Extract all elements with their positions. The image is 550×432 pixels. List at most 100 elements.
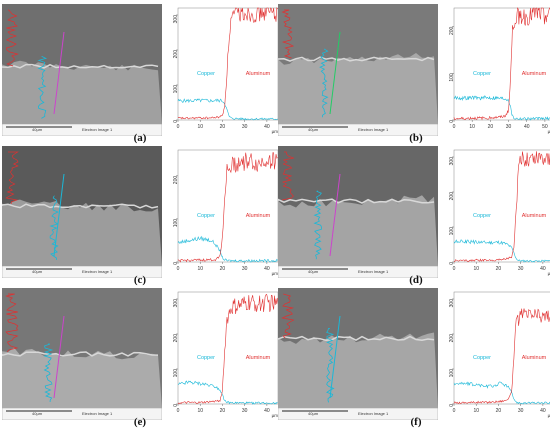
x-tick-label: 20 [220,124,226,130]
y-tick-label: 0 [449,262,455,265]
aluminum-overlay-trace [281,293,295,339]
x-tick-label: 30 [518,266,524,272]
aluminum-overlay-trace [281,151,295,201]
panel-label: (d) [409,274,423,286]
sem-image-svg [278,288,438,408]
scale-bar-svg [2,124,162,136]
series-line-copper [177,98,278,121]
series-label-aluminum: Aluminum [522,71,547,77]
scan-line [53,315,65,399]
scale-bar-strip: 40µm Electron Image 1 [2,266,162,278]
sem-image-svg [278,146,438,266]
y-tick-label: 0 [449,120,455,123]
scale-bar-label: 40µm [308,411,319,416]
series-line-copper [453,381,550,405]
aluminum-region [2,347,162,408]
scan-line [329,31,341,115]
x-tick-label: 20 [496,266,502,272]
x-tick-label: 0 [177,408,180,414]
copper-overlay-trace [43,343,54,403]
aluminum-region [278,53,438,124]
plot-area [177,7,279,121]
x-unit-label: µm [272,129,279,134]
electron-image-label: Electron Image 1 [358,127,389,132]
x-tick-label: 30 [506,124,512,130]
x-tick-label: 40 [524,124,530,130]
panel-label: (a) [133,132,147,144]
chart-svg: 0 100 200 0 10 20 30 40µm Copper Aluminum [173,149,279,276]
panel-label: (e) [133,416,147,428]
x-tick-label: 0 [453,408,456,414]
x-unit-label: µm [548,129,550,134]
series-line-aluminum [453,308,550,404]
y-tick-label: 300 [173,299,179,308]
x-tick-label: 0 [453,124,456,130]
scale-bar-label: 40µm [32,127,43,132]
sem-micrograph [2,146,162,266]
scale-bar-label: 40µm [32,269,43,274]
y-tick-label: 100 [173,85,179,94]
sem-micrograph [278,146,438,266]
scale-bar-label: 40µm [308,127,319,132]
chart-svg: 0 100 200 300 0 10 20 30 40µm Copper Aluminum [449,149,550,276]
scale-bar-strip: 40µm Electron Image 1 [2,124,162,136]
eds-line-scan-chart: 0 100 200 300 0 10 20 30 40µm Copper Aluminum [446,146,550,276]
plot-area [453,149,550,263]
y-tick-label: 300 [173,15,179,24]
y-tick-label: 0 [173,262,179,265]
scale-bar-strip: 40µm Electron Image 1 [278,266,438,278]
electron-image-label: Electron Image 1 [82,127,113,132]
scale-bar-strip: 40µm Electron Image 1 [278,124,438,136]
scan-line [53,31,65,115]
figure-panel: 40µm Electron Image 1 0 100 200 300 0 10 20 30 40 µ… [2,4,279,146]
interface-band [278,56,435,62]
sem-micrograph [278,288,438,408]
x-tick-label: 0 [453,266,456,272]
x-tick-label: 0 [177,266,180,272]
aluminum-overlay-trace [5,9,19,67]
interface-band [2,351,159,357]
figure-panel: 40µm Electron Image 1 0 100 200 0 10 20 30 40 µm Co… [2,146,279,288]
x-tick-label: 50 [542,124,548,130]
electron-image-label: Electron Image 1 [358,269,389,274]
scale-bar-svg [278,124,438,136]
y-tick-label: 100 [449,227,455,236]
y-tick-label: 200 [449,334,455,343]
y-tick-label: 0 [449,404,455,407]
x-tick-label: 10 [197,408,203,414]
plot-area [177,291,279,405]
copper-overlay-trace [313,190,322,260]
scale-bar-label: 40µm [32,411,43,416]
figure-panel: 40µm Electron Image 1 0 100 200 0 10 20 30 40 50µm… [278,4,550,146]
x-tick-label: 40 [264,124,270,130]
aluminum-region [278,332,438,408]
series-line-aluminum [454,151,550,262]
plot-area [453,291,550,405]
scale-bar-label: 40µm [308,269,319,274]
x-tick-label: 30 [242,408,248,414]
x-unit-label: µm [548,271,550,276]
series-label-aluminum: Aluminum [246,71,271,77]
scale-bar-svg [2,408,162,420]
x-tick-label: 40 [264,266,270,272]
figure-panel: 40µm Electron Image 1 0 100 200 300 0 10 20 30 40 µ… [278,146,550,288]
x-tick-label: 40 [540,266,546,272]
y-tick-label: 200 [173,334,179,343]
y-tick-label: 200 [173,50,179,59]
sem-micrograph [278,4,438,124]
interface-band [278,335,435,342]
eds-line-scan-chart: 0 100 200 300 0 10 20 30 40µm Copper Aluminum [446,288,550,418]
aluminum-overlay-trace [5,293,19,353]
series-line-aluminum [177,7,278,120]
y-tick-label: 100 [449,73,455,82]
panel-label: (c) [133,274,147,286]
aluminum-overlay-trace [281,9,295,59]
x-tick-label: 40 [540,408,546,414]
chart-svg: 0 100 200 0 10 20 30 40 50µm Copper Aluminum [449,7,550,134]
series-label-aluminum: Aluminum [246,355,271,361]
panel-label: (b) [409,132,423,144]
sem-image-svg [2,288,162,408]
chart-svg: 0 100 200 300 0 10 20 30 40µm Copper Aluminum [173,291,279,418]
